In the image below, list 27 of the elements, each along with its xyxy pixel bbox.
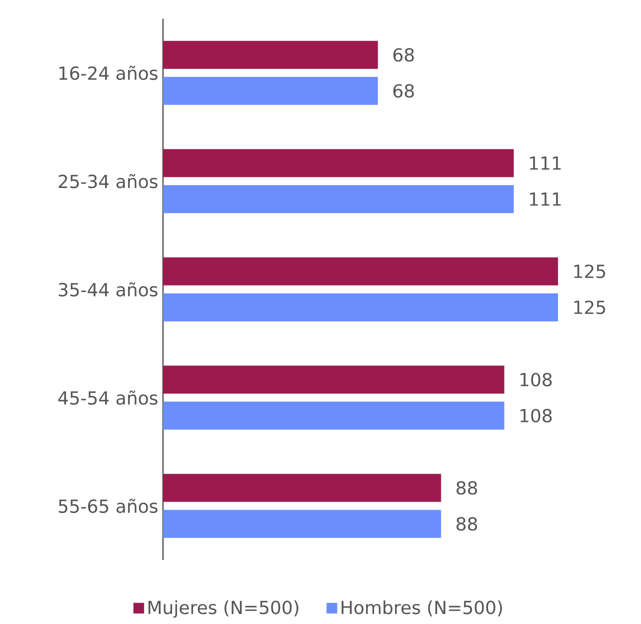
data-label: 111 xyxy=(530,192,561,206)
data-label: 88 xyxy=(456,481,478,495)
y-tick-label: 45-54 años xyxy=(58,390,158,405)
bar xyxy=(163,149,514,178)
data-label: 68 xyxy=(393,48,414,62)
bar xyxy=(163,510,442,538)
y-tick-label: 16-24 años xyxy=(59,66,158,80)
bar xyxy=(163,402,504,430)
bar xyxy=(163,185,514,214)
legend-label: Mujeres (N=500) xyxy=(148,600,298,618)
bar xyxy=(163,366,504,394)
data-label: 68 xyxy=(393,84,414,98)
data-label: 111 xyxy=(530,156,561,170)
bar xyxy=(163,40,378,69)
data-label: 125 xyxy=(574,300,606,314)
legend-label: Hombres (N=500) xyxy=(342,600,502,616)
y-tick-label: 25-34 años xyxy=(58,174,158,188)
data-label: 125 xyxy=(574,264,606,278)
bar xyxy=(163,257,558,286)
bar xyxy=(163,293,558,322)
bar xyxy=(163,76,378,105)
y-tick-label: 35-44 años xyxy=(58,282,158,296)
data-label: 108 xyxy=(520,372,552,386)
y-tick-label: 55-65 años xyxy=(58,498,158,513)
data-label: 88 xyxy=(456,517,478,531)
data-label: 108 xyxy=(520,408,552,422)
bar xyxy=(163,474,442,502)
